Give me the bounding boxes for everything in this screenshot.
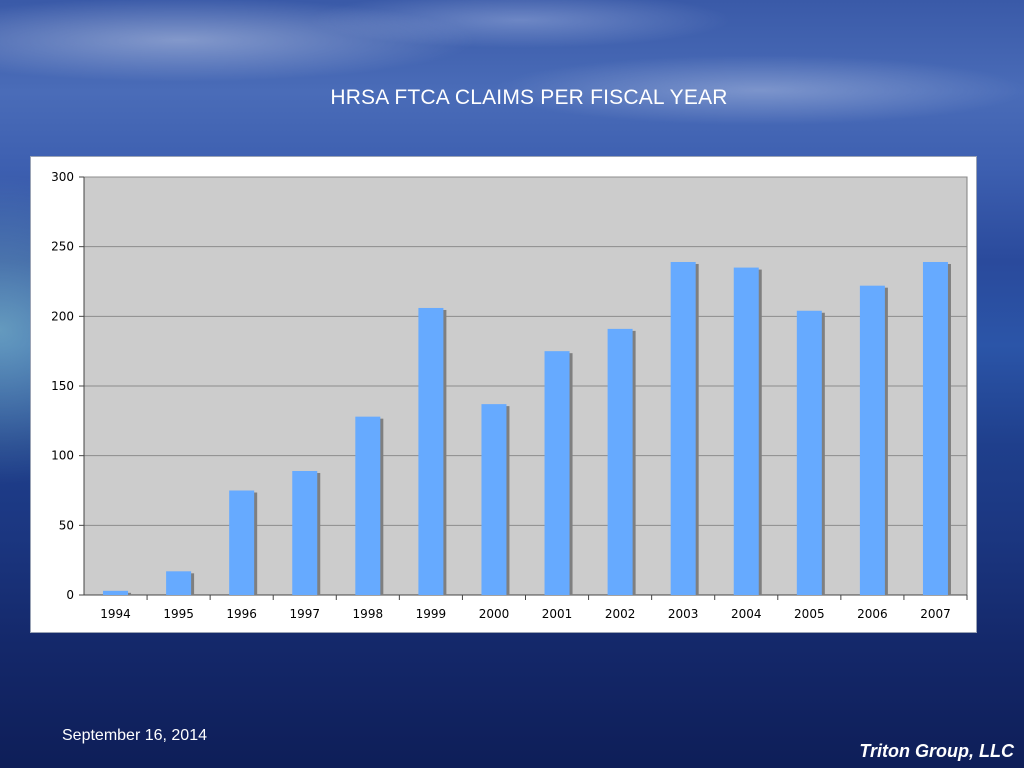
- x-tick-label: 1994: [100, 607, 131, 621]
- bar-2000: [481, 404, 507, 595]
- x-tick-label: 2005: [794, 607, 825, 621]
- x-tick-label: 1996: [226, 607, 257, 621]
- bar-2002: [607, 328, 633, 595]
- bar-2003: [670, 261, 696, 595]
- x-tick-label: 2006: [857, 607, 888, 621]
- y-tick-label: 250: [51, 240, 74, 254]
- x-tick-label: 2004: [731, 607, 762, 621]
- y-tick-label: 150: [51, 379, 74, 393]
- bar-2007: [922, 261, 948, 595]
- bar-2004: [733, 267, 759, 595]
- slide-title: HRSA FTCA CLAIMS PER FISCAL YEAR: [330, 86, 728, 109]
- bar-2001: [544, 351, 570, 595]
- x-tick-label: 1998: [353, 607, 384, 621]
- y-tick-label: 0: [66, 588, 74, 602]
- x-tick-label: 2000: [479, 607, 510, 621]
- y-tick-label: 200: [51, 309, 74, 323]
- x-tick-label: 2007: [920, 607, 951, 621]
- bar-2006: [859, 285, 885, 595]
- bar-1998: [355, 416, 381, 595]
- bar-2005: [796, 310, 822, 595]
- bar-1996: [229, 490, 255, 595]
- x-tick-label: 1999: [416, 607, 447, 621]
- y-tick-label: 50: [59, 518, 74, 532]
- x-tick-label: 2001: [542, 607, 573, 621]
- y-tick-label: 300: [51, 170, 74, 184]
- x-tick-label: 2003: [668, 607, 699, 621]
- bar-1995: [166, 571, 192, 595]
- x-tick-label: 2002: [605, 607, 636, 621]
- x-tick-label: 1997: [289, 607, 320, 621]
- chart-canvas: 0 50 100 150 200 250 300 1994 1995 1996 1997 1998 19…: [51, 170, 968, 621]
- company-name: Triton Group, LLC: [859, 741, 1014, 761]
- slide-date: September 16, 2014: [62, 727, 207, 744]
- x-tick-label: 1995: [163, 607, 194, 621]
- bar-chart: 0 50 100 150 200 250 300 1994 1995 1996 1997 1998 19…: [30, 156, 977, 633]
- bar-1997: [292, 470, 318, 595]
- bar-1994: [103, 590, 129, 595]
- y-tick-label: 100: [51, 449, 74, 463]
- bar-1999: [418, 307, 444, 595]
